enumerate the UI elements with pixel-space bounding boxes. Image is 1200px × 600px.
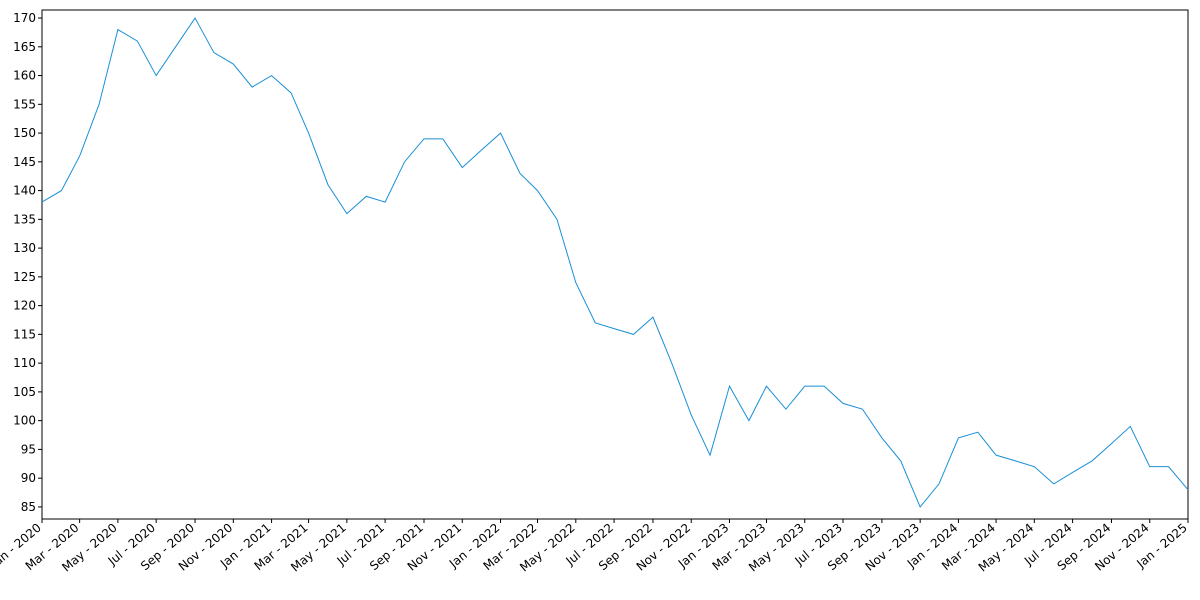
y-tick-label: 170 [13,11,36,25]
y-tick-label: 140 [13,184,36,198]
y-tick-label: 165 [13,40,36,54]
y-tick-label: 85 [21,500,36,514]
y-tick-label: 130 [13,241,36,255]
data-line [41,17,1189,508]
y-tick-label: 125 [13,270,36,284]
y-tick-label: 155 [13,97,36,111]
y-tick-label: 150 [13,126,36,140]
y-tick-label: 110 [13,356,36,370]
y-tick-label: 115 [13,327,36,341]
plot-frame [41,9,1189,520]
y-tick-label: 90 [21,471,36,485]
y-tick-label: 105 [13,385,36,399]
y-tick-label: 160 [13,69,36,83]
y-tick-label: 145 [13,155,36,169]
y-tick-label: 100 [13,414,36,428]
y-tick-label: 135 [13,212,36,226]
y-tick-label: 120 [13,299,36,313]
y-tick-label: 95 [21,442,36,456]
